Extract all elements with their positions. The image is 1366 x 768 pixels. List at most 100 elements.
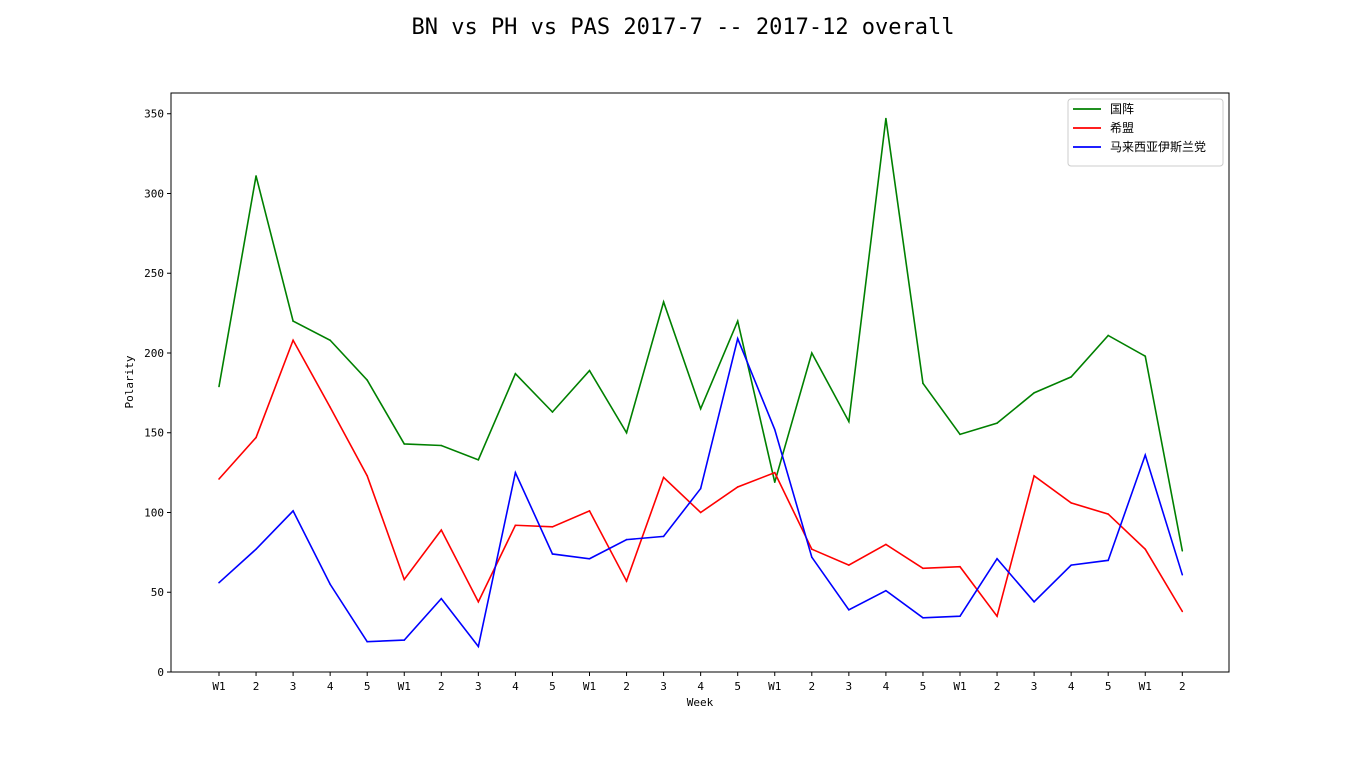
x-tick-label: 3 [660, 680, 667, 693]
series-line-2 [218, 338, 1183, 618]
data-point [625, 431, 628, 434]
data-point [403, 639, 406, 641]
x-tick-label: 5 [920, 680, 927, 693]
x-tick-label: W1 [1139, 680, 1152, 693]
x-tick-label: 5 [549, 680, 556, 693]
x-tick-label: W1 [583, 680, 596, 693]
data-point [885, 589, 887, 592]
data-point [1107, 334, 1109, 337]
data-point [218, 385, 220, 388]
data-point [996, 557, 998, 560]
data-point [1070, 376, 1072, 378]
data-point [403, 578, 406, 581]
data-point [588, 510, 591, 512]
data-point [292, 339, 294, 342]
data-point [329, 406, 331, 409]
data-point [959, 565, 961, 568]
data-point [218, 478, 220, 480]
data-point [885, 117, 887, 120]
data-point [1033, 392, 1035, 394]
x-tick-label: W1 [953, 680, 966, 693]
data-point [773, 428, 776, 431]
x-tick-label: W1 [212, 680, 225, 693]
data-point [514, 524, 517, 527]
data-point [848, 608, 850, 611]
data-point [885, 543, 887, 546]
data-point [662, 535, 665, 538]
data-point [329, 339, 331, 342]
x-axis-label: Week [687, 696, 714, 709]
data-point [736, 337, 739, 340]
axes: W1 2 3 4 5 W1 2 3 4 5 W1 2 3 4 5 W1 2 3 4 5 W1 2 3 4 5 W1 2 0 50 100 1… [144, 92, 1230, 693]
data-point [477, 645, 480, 648]
data-point [551, 553, 554, 555]
data-point [736, 486, 739, 488]
data-point [996, 422, 998, 424]
y-tick-label: 100 [144, 506, 164, 519]
data-point [514, 372, 517, 375]
data-point [255, 175, 257, 177]
data-point [699, 487, 702, 490]
data-point [922, 382, 924, 385]
data-point [551, 411, 554, 413]
data-point [255, 548, 257, 550]
data-point [1181, 549, 1184, 552]
x-tick-label: 4 [327, 680, 334, 693]
plot-area [218, 117, 1184, 649]
data-point [255, 436, 257, 439]
plot-frame [170, 92, 1230, 673]
x-tick-label: 2 [994, 680, 1001, 693]
legend-label: 国阵 [1110, 102, 1134, 116]
data-point [773, 481, 776, 483]
data-point [1107, 513, 1109, 515]
data-point [551, 526, 554, 528]
x-tick-label: 2 [438, 680, 445, 693]
x-tick-label: 2 [808, 680, 815, 693]
data-point [996, 615, 998, 617]
data-point [699, 408, 702, 410]
data-point [959, 433, 961, 436]
data-point [588, 557, 591, 560]
x-tick-label: 3 [846, 680, 853, 693]
x-tick-label: 5 [1105, 680, 1112, 693]
data-point [292, 320, 294, 322]
data-point [922, 616, 924, 619]
data-point [848, 420, 850, 423]
data-point [588, 369, 591, 372]
data-point [477, 601, 480, 603]
data-point [922, 567, 924, 570]
legend-box [1067, 98, 1224, 167]
y-tick-label: 300 [144, 187, 164, 200]
x-tick-label: 2 [1179, 680, 1186, 693]
data-point [366, 379, 369, 381]
data-point [477, 459, 480, 461]
data-point [699, 511, 702, 514]
data-point [736, 320, 739, 322]
data-point [811, 548, 813, 550]
data-point [625, 580, 628, 582]
data-point [625, 538, 628, 541]
data-point [440, 444, 443, 447]
data-point [1033, 601, 1035, 603]
x-tick-label: 4 [697, 680, 704, 693]
series-line-3 [218, 336, 1184, 649]
data-point [440, 529, 443, 531]
data-point [1144, 355, 1147, 357]
x-tick-label: W1 [768, 680, 781, 693]
data-point [1144, 548, 1147, 550]
data-point [329, 583, 331, 586]
data-point [440, 597, 443, 600]
x-tick-label: 4 [883, 680, 890, 693]
data-point [514, 471, 517, 474]
data-point [403, 443, 406, 445]
data-point [1070, 564, 1072, 566]
x-tick-label: 3 [475, 680, 482, 693]
y-tick-label: 150 [144, 427, 164, 440]
data-point [1033, 475, 1035, 477]
x-tick-label: 5 [364, 680, 371, 693]
data-point [366, 640, 369, 643]
data-point [773, 471, 776, 474]
y-tick-label: 350 [144, 108, 164, 121]
